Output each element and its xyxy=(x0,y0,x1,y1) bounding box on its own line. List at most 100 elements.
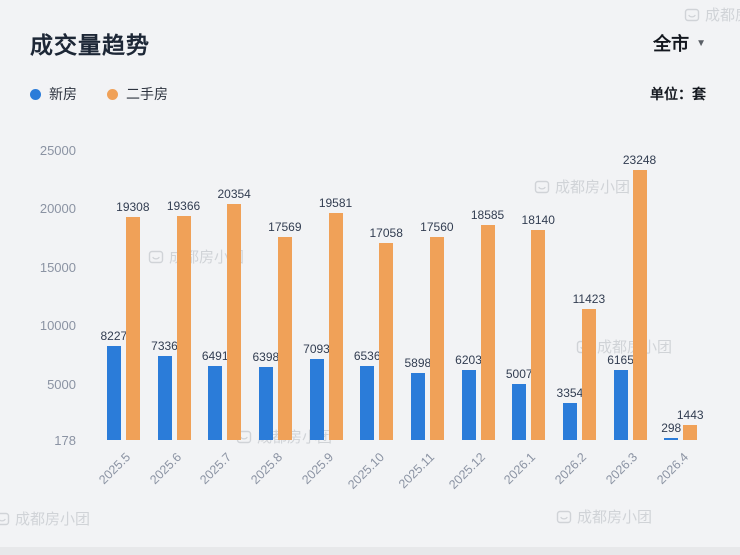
bar-ershoufang: 17058 xyxy=(370,226,403,440)
x-axis-label: 2025.7 xyxy=(197,450,235,487)
bar-value-label: 298 xyxy=(661,421,682,435)
bar-value-label: 19308 xyxy=(116,199,150,214)
bar-xinfang: 3354 xyxy=(557,386,583,440)
bar-ershoufang: 19308 xyxy=(116,200,150,440)
bar-xinfang: 6491 xyxy=(202,349,229,440)
bar-value-label: 19581 xyxy=(318,196,353,211)
legend-item-xinfang[interactable]: 新房 xyxy=(30,84,77,104)
y-axis-label: 20000 xyxy=(39,201,76,217)
bar-group: 8227 19308 2025.5 xyxy=(96,150,150,487)
bar-chart: 178 5000 10000 15000 20000 25000 8227 19308 202… xyxy=(18,143,706,492)
bar-value-label: 6536 xyxy=(353,348,381,363)
y-axis: 178 5000 10000 15000 20000 25000 xyxy=(18,143,76,448)
bar-ershoufang: 19366 xyxy=(167,199,200,440)
bar-xinfang: 5007 xyxy=(506,367,533,440)
bar-group: 6536 17058 2025.10 xyxy=(345,150,403,492)
y-axis-label: 25000 xyxy=(39,143,76,158)
bar-xinfang: 7336 xyxy=(151,339,178,440)
bar-group: 5898 17560 2025.11 xyxy=(396,150,454,491)
bar-ershoufang: 18585 xyxy=(471,208,504,440)
bar-ershoufang: 17569 xyxy=(268,220,302,440)
bar-value-label: 17560 xyxy=(420,219,454,234)
watermark-text: 成都房小团 xyxy=(577,509,653,526)
bar-xinfang: 6165 xyxy=(607,353,634,440)
bar-xinfang: 5898 xyxy=(405,356,431,440)
page-title: 成交量趋势 xyxy=(30,32,150,58)
bar-ershoufang: 20354 xyxy=(217,187,251,440)
bar-value-label: 6203 xyxy=(455,352,482,367)
bar-group: 7336 19366 2025.6 xyxy=(147,150,200,487)
bar-value-label: 8227 xyxy=(100,328,128,343)
bar-xinfang: 6536 xyxy=(354,349,381,440)
chevron-down-icon: ▼ xyxy=(696,37,706,49)
bar-group: 298 1443 2026.4 xyxy=(654,150,706,487)
x-axis-label: 2025.9 xyxy=(298,450,336,487)
watermark: 成都房小团 xyxy=(0,508,90,529)
bar-value-label: 6398 xyxy=(252,350,280,365)
bar-group: 6491 20354 2025.7 xyxy=(198,150,251,487)
legend-label: 新房 xyxy=(49,86,77,102)
city-selector-label: 全市 xyxy=(653,34,690,54)
bar-value-label: 11423 xyxy=(572,291,606,306)
bar-ershoufang: 18140 xyxy=(522,213,555,440)
bar-ershoufang: 19581 xyxy=(319,196,352,440)
bar-value-label: 5898 xyxy=(404,356,432,371)
legend-dot-xinfang xyxy=(30,88,41,100)
legend-dot-ershoufang xyxy=(107,88,118,100)
bar-xinfang: 6203 xyxy=(455,353,482,440)
legend-label: 二手房 xyxy=(126,86,168,102)
city-selector-dropdown[interactable]: 全市 ▼ xyxy=(653,30,706,56)
bar-value-label: 17058 xyxy=(369,225,403,240)
x-axis-label: 2025.5 xyxy=(96,450,134,487)
bar-value-label: 6491 xyxy=(201,349,229,364)
bar-xinfang: 298 xyxy=(661,421,681,440)
bar-group: 6165 23248 2026.3 xyxy=(603,150,656,486)
y-axis-label: 10000 xyxy=(39,318,76,334)
x-axis-label: 2026.4 xyxy=(653,450,691,487)
bar-value-label: 7336 xyxy=(151,339,178,354)
x-axis-label: 2026.2 xyxy=(552,450,590,487)
bar-value-label: 19366 xyxy=(166,198,201,213)
bar-xinfang: 6398 xyxy=(252,350,279,440)
x-axis-label: 2025.6 xyxy=(146,450,184,487)
bar-value-label: 3354 xyxy=(556,385,584,400)
x-axis-label: 2026.3 xyxy=(603,450,640,487)
bar-value-label: 1443 xyxy=(676,408,704,423)
header: 成交量趋势 全市 ▼ xyxy=(0,0,740,60)
bar-ershoufang: 17560 xyxy=(420,220,454,440)
watermark: 成都房小团 xyxy=(556,506,652,527)
bar-group: 3354 11423 2026.2 xyxy=(552,150,605,487)
legend-row: 新房 二手房 单位：套 xyxy=(0,84,740,104)
bar-group: 6203 18585 2025.12 xyxy=(446,150,504,492)
unit-label: 单位：套 xyxy=(650,86,706,102)
y-axis-label: 15000 xyxy=(39,259,76,275)
bar-value-label: 18585 xyxy=(470,207,505,222)
legend-item-ershoufang[interactable]: 二手房 xyxy=(107,84,168,104)
bar-value-label: 20354 xyxy=(217,187,251,202)
bar-group: 7093 19581 2025.9 xyxy=(299,150,352,487)
bar-value-label: 6165 xyxy=(607,353,634,368)
x-axis-label: 2026.1 xyxy=(501,450,539,487)
watermark-logo-icon xyxy=(0,511,10,527)
x-axis-label: 2025.11 xyxy=(396,450,438,492)
watermark-logo-icon xyxy=(556,509,572,525)
bar-ershoufang: 1443 xyxy=(677,408,704,440)
bar-value-label: 7093 xyxy=(303,342,330,357)
plot-area: 8227 19308 2025.5 7336 19366 2025.6 6491 20354 2… xyxy=(96,150,706,492)
x-axis-label: 2025.8 xyxy=(248,450,286,487)
watermark-text: 成都房小团 xyxy=(15,511,91,528)
bar-group: 5007 18140 2026.1 xyxy=(502,150,555,487)
x-axis-label: 2025.10 xyxy=(344,450,387,492)
bar-value-label: 17569 xyxy=(268,219,302,234)
bar-ershoufang: 11423 xyxy=(573,292,605,440)
bar-group: 6398 17569 2025.8 xyxy=(248,150,302,487)
bar-value-label: 5007 xyxy=(505,366,533,381)
y-axis-label: 178 xyxy=(54,433,76,448)
bar-value-label: 18140 xyxy=(521,213,555,228)
bar-ershoufang: 23248 xyxy=(623,153,656,440)
x-axis-label: 2025.12 xyxy=(446,450,488,492)
y-axis-label: 5000 xyxy=(47,376,76,392)
bar-xinfang: 7093 xyxy=(303,342,330,440)
bar-value-label: 23248 xyxy=(622,153,657,168)
